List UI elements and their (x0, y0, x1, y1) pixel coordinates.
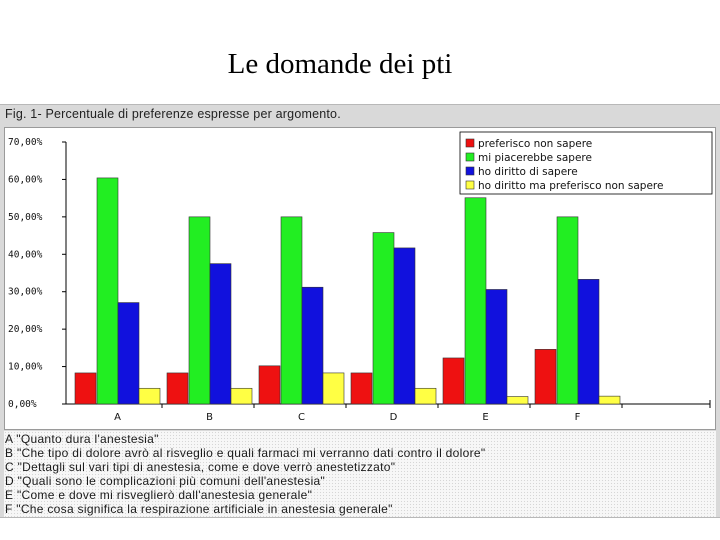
bar (258, 365, 281, 405)
bar (209, 263, 232, 405)
bar (96, 177, 119, 405)
bar (393, 247, 416, 405)
bar (166, 372, 189, 405)
bar (117, 302, 140, 405)
bar (350, 372, 373, 405)
legend-swatch (465, 152, 475, 162)
bar (138, 387, 161, 405)
bar (280, 216, 303, 405)
bar (322, 372, 345, 405)
bar (506, 396, 529, 405)
bar (414, 387, 437, 405)
x-tick-label: E (482, 412, 488, 423)
x-tick-label: D (390, 412, 398, 423)
legend-swatch (465, 138, 475, 148)
bar (230, 387, 253, 405)
y-tick-label: 70,00% (8, 137, 43, 148)
y-tick-label: 0,00% (8, 399, 37, 410)
x-tick-label: B (206, 412, 213, 423)
y-tick-label: 20,00% (8, 324, 43, 335)
note-e: E "Come e dove mi risveglierò dall'anest… (5, 488, 313, 502)
bar (534, 349, 557, 405)
bar (74, 372, 97, 405)
legend-swatch (465, 180, 475, 190)
x-tick-label: F (575, 412, 581, 423)
bar (556, 216, 579, 405)
slide-title: Le domande dei pti (227, 48, 453, 80)
bar (442, 357, 465, 405)
bar (301, 286, 324, 405)
bar (577, 279, 600, 405)
note-b: B "Che tipo di dolore avrò al risveglio … (5, 446, 486, 460)
note-c: C "Dettagli sul vari tipi di anestesia, … (5, 460, 396, 474)
legend-label: ho diritto ma preferisco non sapere (478, 180, 663, 192)
note-f: F "Che cosa significa la respirazione ar… (5, 502, 393, 516)
x-tick-label: A (114, 412, 121, 423)
y-tick-label: 50,00% (8, 212, 43, 223)
x-tick-label: C (298, 412, 305, 423)
bar (598, 395, 621, 405)
legend-label: mi piacerebbe sapere (478, 152, 592, 164)
y-tick-label: 60,00% (8, 174, 43, 185)
category-notes: A "Quanto dura l'anestesia" B "Che tipo … (4, 431, 716, 517)
bar (464, 197, 487, 405)
legend-label: preferisco non sapere (478, 138, 592, 150)
bar (188, 216, 211, 405)
legend-box (459, 131, 713, 195)
y-tick-label: 10,00% (8, 362, 43, 373)
bar (372, 232, 395, 405)
bar (485, 289, 508, 405)
legend-label: ho diritto di sapere (478, 166, 578, 178)
legend-swatch (465, 166, 475, 176)
note-a: A "Quanto dura l'anestesia" (5, 432, 159, 446)
y-tick-label: 30,00% (8, 287, 43, 298)
figure-caption: Fig. 1- Percentuale di preferenze espres… (5, 107, 341, 121)
bar-chart: 0,00% 10,00% 20,00% 30,00% 40,00% 50,00% 60,00… (8, 131, 713, 423)
y-tick-label: 40,00% (8, 249, 43, 260)
note-d: D "Quali sono le complicazioni più comun… (5, 474, 326, 488)
